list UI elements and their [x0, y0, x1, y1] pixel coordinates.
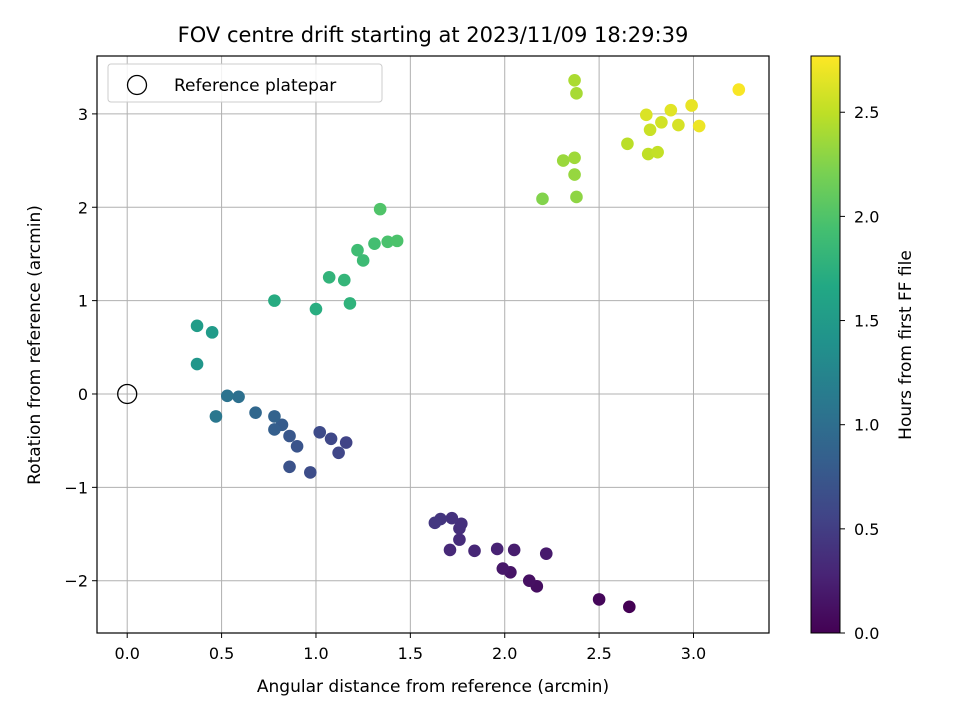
data-point [643, 123, 657, 137]
grid [97, 56, 769, 633]
colorbar-tick-label: 1.5 [854, 312, 879, 331]
x-tick-label: 0.5 [209, 644, 234, 663]
data-point [339, 436, 353, 449]
data-point [651, 145, 664, 159]
colorbar-label: Hours from first FF file [896, 250, 916, 440]
data-point [641, 147, 655, 161]
data-point [190, 357, 204, 371]
data-point [685, 99, 698, 112]
data-point [621, 137, 634, 151]
data-point [283, 429, 296, 443]
data-point [536, 192, 549, 206]
scatter-points [117, 73, 746, 614]
data-point [322, 270, 336, 284]
data-point [568, 73, 581, 87]
data-point [332, 446, 345, 460]
data-point [490, 542, 504, 556]
data-point [381, 235, 394, 249]
x-tick-label: 1.0 [303, 644, 328, 663]
data-point [309, 302, 323, 316]
colorbar [810, 55, 841, 634]
y-tick-label: −1 [64, 478, 88, 497]
data-point [428, 516, 442, 530]
x-axis-label: Angular distance from reference (arcmin) [257, 677, 609, 697]
x-tick-label: 0.0 [114, 644, 139, 663]
y-axis-label: Rotation from reference (arcmin) [25, 205, 45, 485]
data-point [732, 83, 746, 96]
colorbar-tick-label: 2.0 [854, 207, 879, 226]
data-point [337, 273, 351, 287]
data-point [368, 237, 381, 250]
data-point [568, 151, 581, 165]
legend-box [107, 63, 383, 103]
data-point [592, 593, 606, 606]
data-point [664, 103, 678, 117]
x-tick-label: 2.0 [492, 644, 517, 663]
plot-frame [96, 55, 770, 634]
data-point [290, 439, 304, 453]
legend: Reference platepar [107, 63, 383, 103]
data-point [455, 517, 468, 531]
data-point [268, 294, 281, 307]
data-point [356, 254, 370, 267]
data-point [556, 154, 570, 167]
data-point [496, 562, 510, 575]
x-tick-label: 3.0 [681, 644, 706, 663]
data-point [373, 202, 387, 216]
data-point [443, 543, 457, 557]
colorbar-tick-label: 1.0 [854, 416, 879, 435]
y-tick-label: 3 [78, 105, 88, 124]
data-point [568, 168, 581, 181]
data-point [304, 466, 317, 479]
data-point [539, 547, 553, 560]
data-point [268, 423, 281, 436]
data-point [570, 87, 583, 100]
data-point [313, 425, 327, 439]
y-tick-label: −2 [64, 572, 88, 591]
x-tick-label: 1.5 [398, 644, 423, 663]
data-point [692, 119, 706, 133]
data-point [232, 390, 245, 404]
data-point [351, 243, 364, 257]
data-point [205, 326, 219, 339]
colorbar-tick-label: 0.5 [854, 520, 879, 539]
data-point [522, 574, 536, 588]
legend-label-reference: Reference platepar [174, 76, 336, 96]
data-point [453, 533, 466, 546]
data-point [190, 319, 204, 333]
data-point [268, 410, 281, 423]
colorbar-ticks: 0.0 0.5 1.0 1.5 2.0 2.5 [840, 103, 879, 643]
data-point [324, 432, 338, 446]
chart-title: FOV centre drift starting at 2023/11/09 … [178, 23, 689, 47]
reference-platepar-marker [117, 383, 138, 405]
data-point [655, 115, 668, 129]
y-tick-label: 2 [78, 198, 88, 217]
y-tick-label: 0 [78, 385, 88, 404]
data-point [343, 297, 357, 310]
data-point [390, 234, 404, 248]
data-point [507, 543, 521, 557]
x-tick-label: 2.5 [586, 644, 611, 663]
legend-marker-reference [126, 74, 148, 96]
data-point [249, 406, 262, 419]
data-point [623, 600, 636, 614]
data-point [445, 511, 459, 525]
data-point [220, 389, 234, 403]
data-point [570, 190, 583, 204]
data-point [283, 460, 296, 474]
y-tick-label: 1 [78, 292, 88, 311]
colorbar-tick-label: 0.0 [854, 624, 879, 643]
data-point [468, 544, 481, 558]
colorbar-tick-label: 2.5 [854, 103, 879, 122]
data-point [640, 108, 653, 122]
data-point [209, 410, 223, 423]
y-axis: −2 −1 0 1 2 3 [64, 105, 97, 591]
data-point [672, 118, 685, 132]
x-axis: 0.0 0.5 1.0 1.5 2.0 2.5 3.0 [114, 633, 706, 663]
